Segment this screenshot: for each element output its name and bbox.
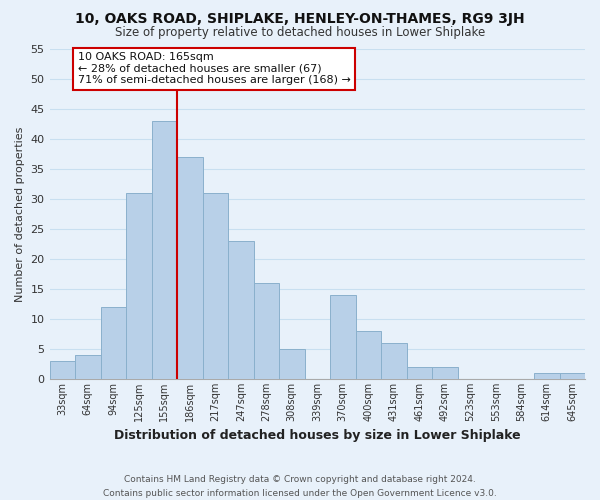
Bar [152,121,177,379]
Bar [381,343,407,379]
Text: 10 OAKS ROAD: 165sqm
← 28% of detached houses are smaller (67)
71% of semi-detac: 10 OAKS ROAD: 165sqm ← 28% of detached h… [77,52,350,85]
Bar [432,367,458,379]
Bar [50,361,75,379]
Bar [330,295,356,379]
Bar [356,331,381,379]
Bar [177,157,203,379]
Y-axis label: Number of detached properties: Number of detached properties [15,126,25,302]
Bar [228,241,254,379]
Bar [254,283,279,379]
Text: 10, OAKS ROAD, SHIPLAKE, HENLEY-ON-THAMES, RG9 3JH: 10, OAKS ROAD, SHIPLAKE, HENLEY-ON-THAME… [75,12,525,26]
Bar [203,193,228,379]
X-axis label: Distribution of detached houses by size in Lower Shiplake: Distribution of detached houses by size … [114,430,521,442]
Bar [560,373,585,379]
Bar [75,355,101,379]
Bar [126,193,152,379]
Text: Contains HM Land Registry data © Crown copyright and database right 2024.
Contai: Contains HM Land Registry data © Crown c… [103,476,497,498]
Text: Size of property relative to detached houses in Lower Shiplake: Size of property relative to detached ho… [115,26,485,39]
Bar [407,367,432,379]
Bar [101,307,126,379]
Bar [534,373,560,379]
Bar [279,349,305,379]
